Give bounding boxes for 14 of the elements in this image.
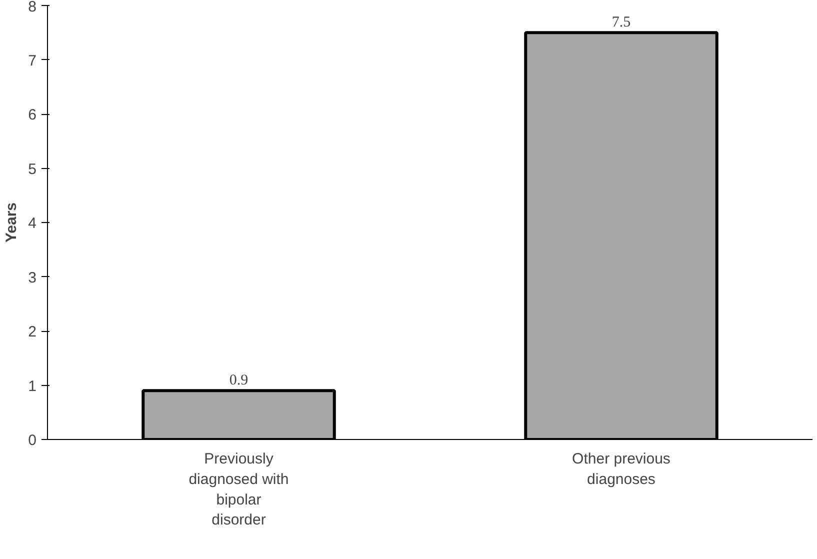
y-tick-label: 7 xyxy=(28,52,36,70)
data-label: 7.5 xyxy=(612,14,631,31)
y-tick-label: 4 xyxy=(28,215,36,232)
data-label: 0.9 xyxy=(229,372,248,389)
x-tick-label: Other previous diagnoses xyxy=(572,450,670,488)
y-tick-label: 8 xyxy=(28,0,36,16)
y-tick-label: 1 xyxy=(28,378,36,395)
y-tick-label: 5 xyxy=(28,160,36,178)
y-tick-label: 2 xyxy=(28,324,36,340)
y-tick-label: 6 xyxy=(28,106,36,124)
y-axis-title: Years xyxy=(3,202,20,243)
x-tick-label: Previously diagnosed with bipolar disorder xyxy=(188,450,289,529)
y-tick-label: 3 xyxy=(28,269,36,286)
y-tick-label: 0 xyxy=(28,432,36,449)
